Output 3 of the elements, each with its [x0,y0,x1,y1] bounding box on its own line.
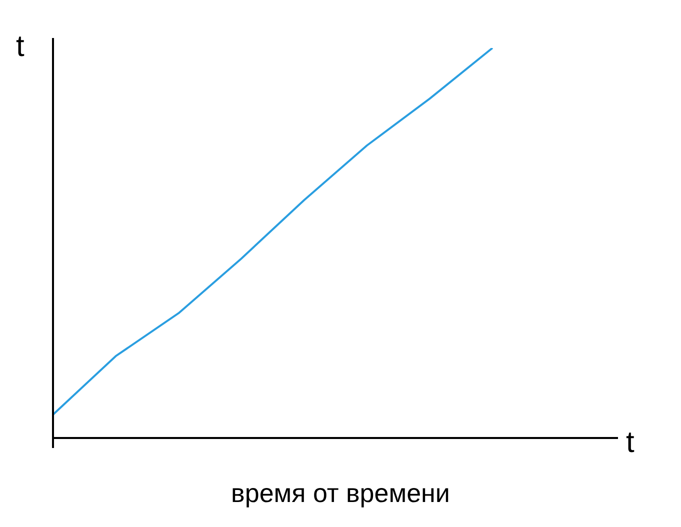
text: t [626,426,634,460]
x-axis-title: время от времени [230,478,451,509]
y-axis-title: t [16,30,24,64]
